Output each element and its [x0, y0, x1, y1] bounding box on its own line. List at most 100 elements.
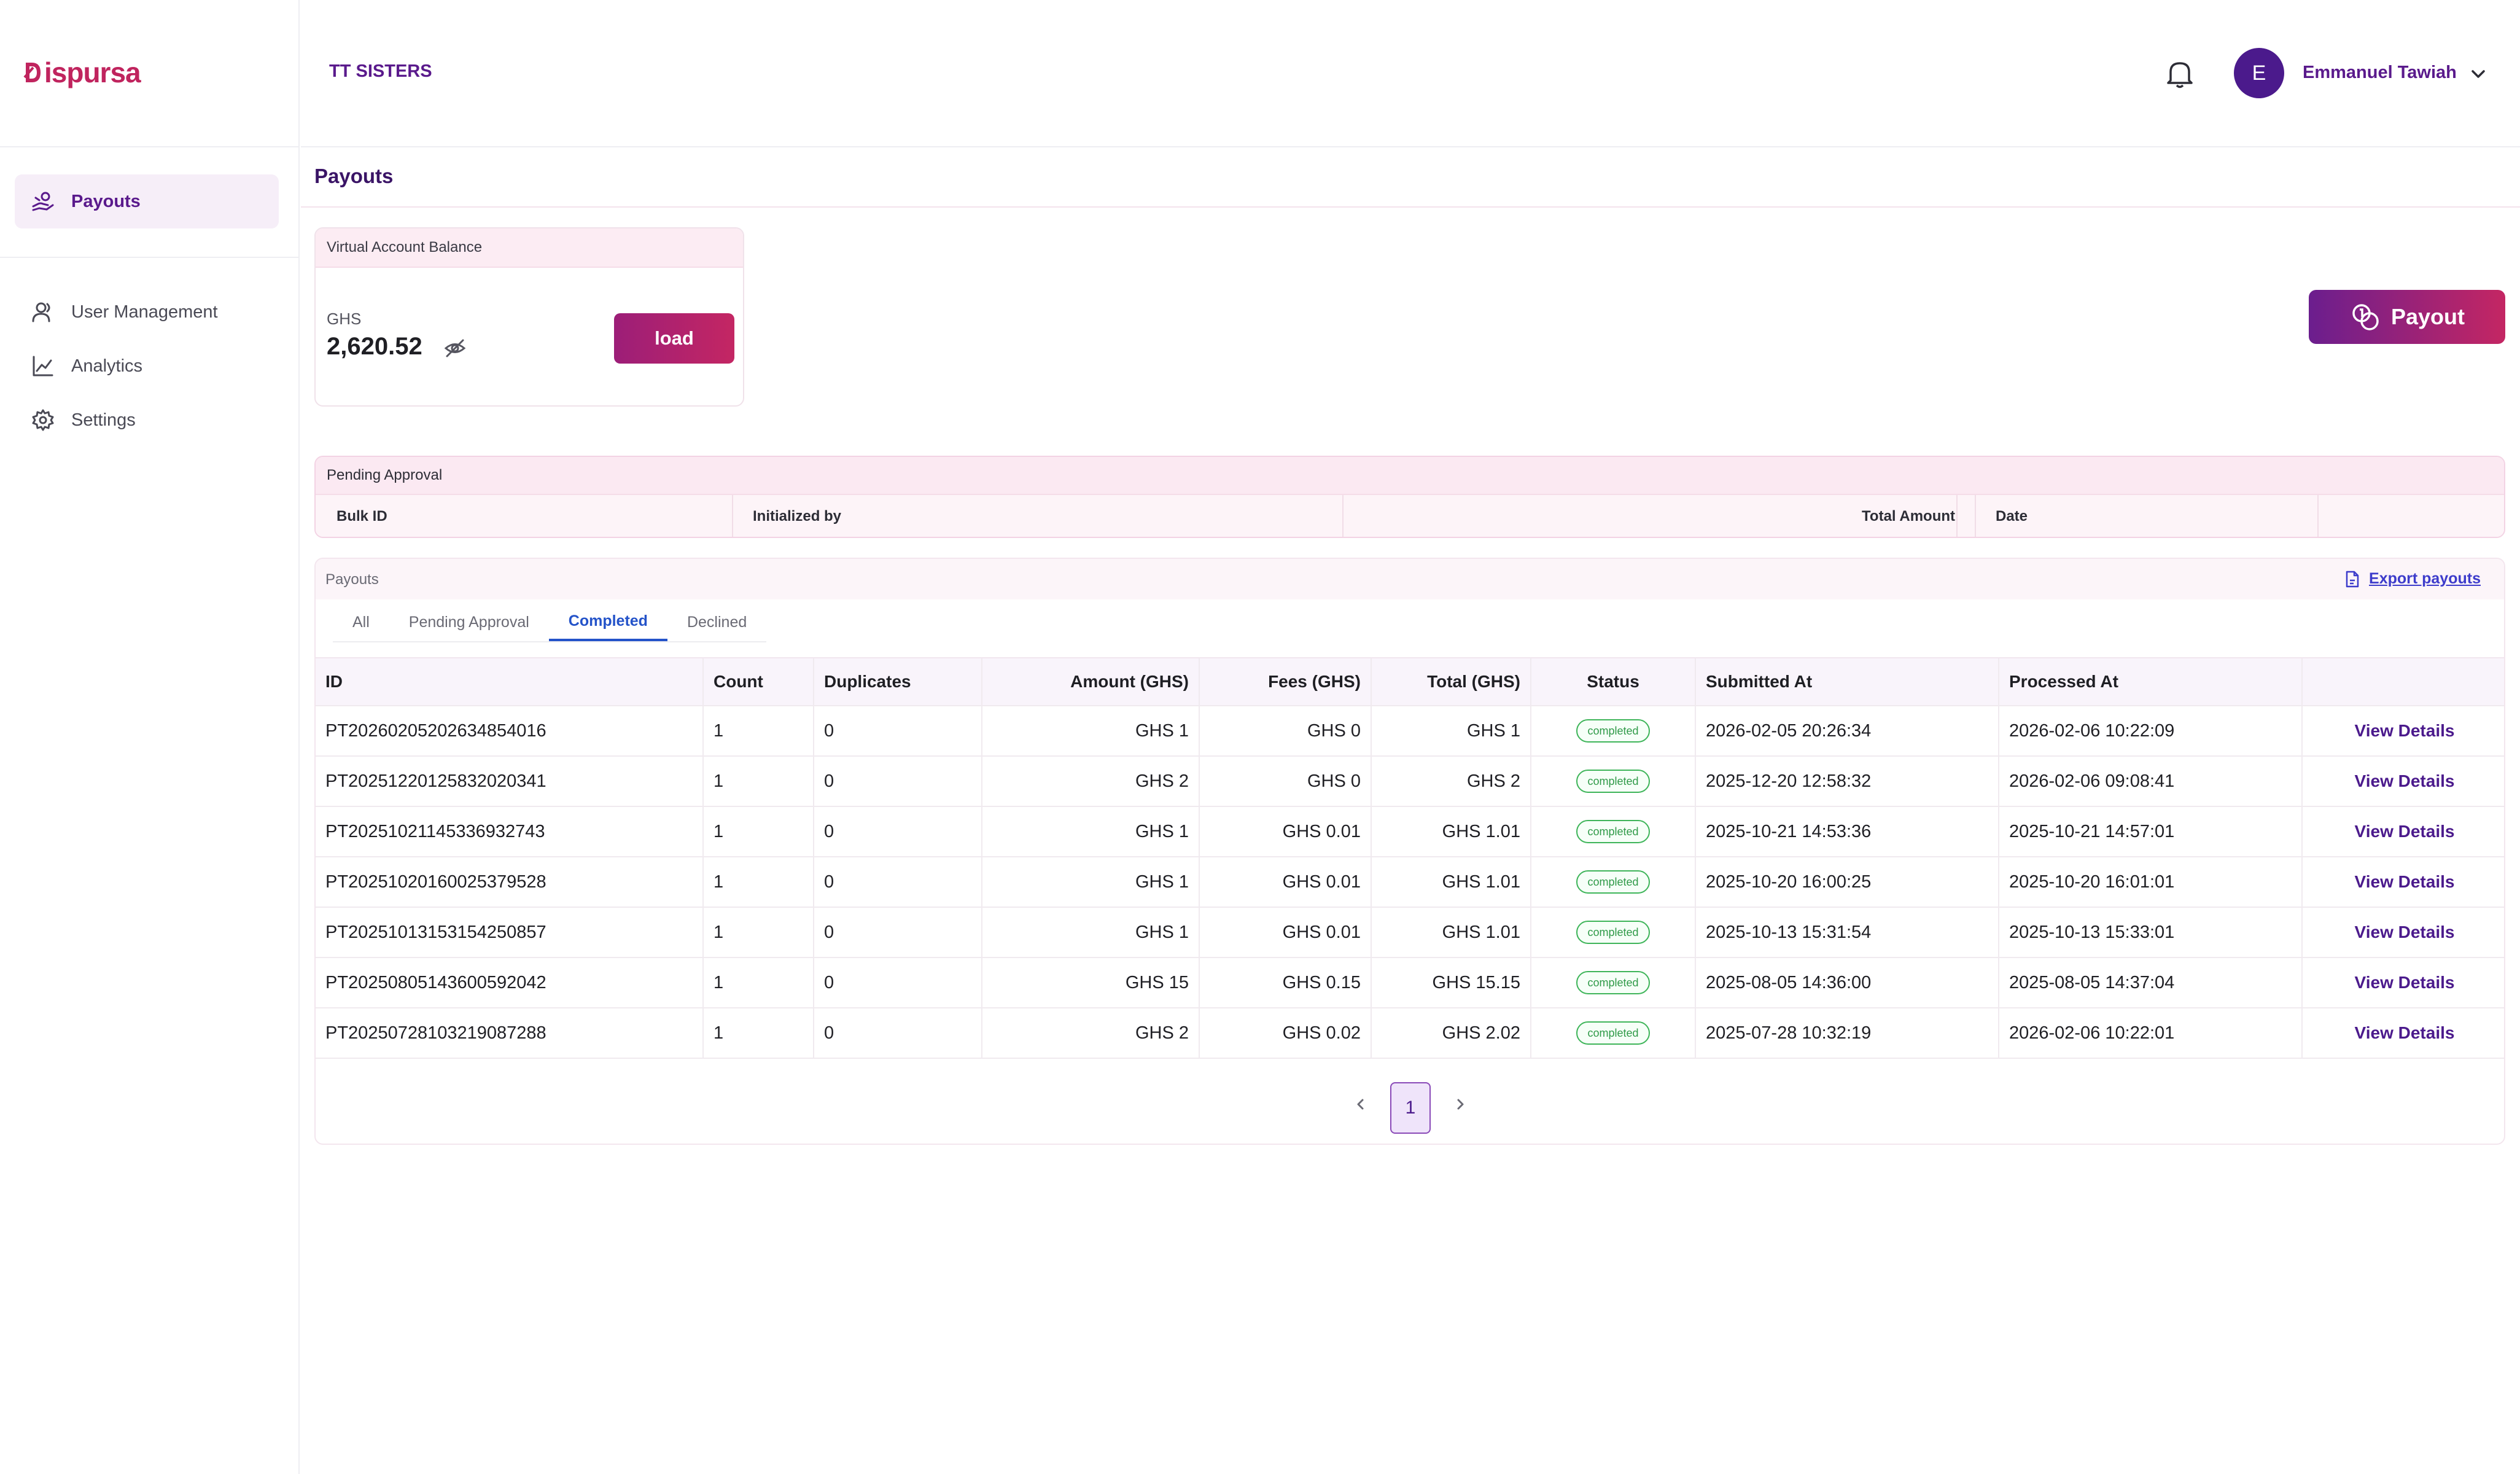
pending-col-date: Date [1976, 495, 2319, 537]
sidebar: ispursa Payouts User Management [0, 0, 300, 1474]
cell-fees: GHS 0.02 [1200, 1008, 1372, 1058]
cell-status: completed [1531, 857, 1696, 907]
sidebar-item-label: Payouts [71, 191, 141, 211]
col-processed-at: Processed At [1999, 658, 2303, 705]
user-icon [29, 298, 56, 326]
payout-button-label: Payout [2390, 304, 2465, 329]
sidebar-item-user-management[interactable]: User Management [15, 285, 279, 339]
cell-amount: GHS 15 [982, 958, 1200, 1007]
cell-status: completed [1531, 1008, 1696, 1058]
balance-currency: GHS [327, 310, 362, 328]
status-badge: completed [1576, 1021, 1650, 1045]
sidebar-divider [0, 146, 300, 147]
view-details-link[interactable]: View Details [2354, 1023, 2455, 1042]
payouts-table-card: Payouts Export payouts All Pending Appro… [314, 558, 2505, 1145]
cell-count: 1 [704, 706, 814, 755]
chevron-right-icon[interactable] [1449, 1093, 1471, 1115]
col-amount: Amount (GHS) [982, 658, 1200, 705]
view-details-link[interactable]: View Details [2354, 922, 2455, 942]
cell-submitted-at: 2025-12-20 12:58:32 [1696, 757, 1999, 806]
organization-name[interactable]: TT SISTERS [329, 61, 432, 81]
col-submitted-at: Submitted At [1696, 658, 1999, 705]
table-row[interactable]: PT20251020160025379528 1 0 GHS 1 GHS 0.01 GHS… [316, 857, 2504, 908]
cell-amount: GHS 1 [982, 706, 1200, 755]
status-badge: completed [1576, 719, 1650, 743]
pending-approval-header-row: Bulk ID Initialized by Total Amount Date [316, 495, 2504, 537]
table-row[interactable]: PT20251021145336932743 1 0 GHS 1 GHS 0.01 GHS… [316, 807, 2504, 857]
page-number-button[interactable]: 1 [1390, 1082, 1431, 1134]
tab-all[interactable]: All [352, 613, 370, 631]
cell-action[interactable]: View Details [2303, 706, 2504, 755]
cell-submitted-at: 2025-07-28 10:32:19 [1696, 1008, 1999, 1058]
pending-col-initialized-by: Initialized by [733, 495, 1344, 537]
avatar[interactable]: E [2234, 48, 2284, 98]
cell-id: PT20250805143600592042 [316, 958, 704, 1007]
view-details-link[interactable]: View Details [2354, 771, 2455, 790]
pagination: 1 [316, 1075, 2504, 1136]
col-status: Status [1531, 658, 1696, 705]
view-details-link[interactable]: View Details [2354, 973, 2455, 992]
view-details-link[interactable]: View Details [2354, 822, 2455, 841]
tab-declined[interactable]: Declined [686, 613, 747, 631]
cell-id: PT20251021145336932743 [316, 807, 704, 856]
payout-button[interactable]: Payout [2309, 290, 2505, 344]
sidebar-item-settings[interactable]: Settings [15, 393, 279, 447]
cell-action[interactable]: View Details [2303, 857, 2504, 907]
cell-amount: GHS 2 [982, 1008, 1200, 1058]
cell-action[interactable]: View Details [2303, 908, 2504, 957]
view-details-link[interactable]: View Details [2354, 872, 2455, 891]
status-badge: completed [1576, 820, 1650, 843]
cell-action[interactable]: View Details [2303, 1008, 2504, 1058]
cell-action[interactable]: View Details [2303, 807, 2504, 856]
status-badge: completed [1576, 770, 1650, 793]
table-row[interactable]: PT20251013153154250857 1 0 GHS 1 GHS 0.01 GHS… [316, 908, 2504, 958]
table-row[interactable]: PT20250728103219087288 1 0 GHS 2 GHS 0.02 GHS… [316, 1008, 2504, 1059]
cell-action[interactable]: View Details [2303, 958, 2504, 1007]
dispursa-logo[interactable]: ispursa [23, 54, 141, 91]
cell-processed-at: 2026-02-06 09:08:41 [1999, 757, 2303, 806]
payouts-card-title: Payouts [325, 571, 379, 588]
col-fees: Fees (GHS) [1200, 658, 1372, 705]
table-row[interactable]: PT20250805143600592042 1 0 GHS 15 GHS 0.15 GH… [316, 958, 2504, 1008]
analytics-chart-icon [29, 353, 56, 380]
cell-processed-at: 2025-10-13 15:33:01 [1999, 908, 2303, 957]
cell-total: GHS 2.02 [1372, 1008, 1531, 1058]
coins-icon [2352, 304, 2379, 330]
user-name[interactable]: Emmanuel Tawiah [2303, 63, 2457, 82]
export-payouts-link[interactable]: Export payouts [2344, 570, 2481, 588]
cell-fees: GHS 0.01 [1200, 857, 1372, 907]
cell-amount: GHS 2 [982, 757, 1200, 806]
page-title: Payouts [314, 165, 394, 187]
cell-fees: GHS 0.15 [1200, 958, 1372, 1007]
payout-hand-icon [29, 188, 56, 215]
title-divider [301, 206, 2520, 208]
cell-action[interactable]: View Details [2303, 757, 2504, 806]
col-duplicates: Duplicates [814, 658, 982, 705]
cell-amount: GHS 1 [982, 857, 1200, 907]
tab-pending-approval[interactable]: Pending Approval [408, 613, 529, 631]
bell-icon[interactable] [2163, 57, 2197, 91]
cell-duplicates: 0 [814, 857, 982, 907]
status-badge: completed [1576, 870, 1650, 894]
cell-status: completed [1531, 706, 1696, 755]
cell-status: completed [1531, 757, 1696, 806]
logo-text: ispursa [44, 57, 141, 88]
sidebar-item-payouts[interactable]: Payouts [15, 174, 279, 228]
tab-completed[interactable]: Completed [548, 603, 667, 641]
status-badge: completed [1576, 921, 1650, 944]
sidebar-item-label: User Management [71, 302, 218, 322]
pending-col-bulk-id: Bulk ID [316, 495, 733, 537]
cell-submitted-at: 2026-02-05 20:26:34 [1696, 706, 1999, 755]
chevron-left-icon[interactable] [1350, 1093, 1372, 1115]
view-details-link[interactable]: View Details [2354, 721, 2455, 740]
cell-processed-at: 2026-02-06 10:22:09 [1999, 706, 2303, 755]
sidebar-item-analytics[interactable]: Analytics [15, 339, 279, 393]
cell-id: PT20251013153154250857 [316, 908, 704, 957]
load-button[interactable]: load [614, 313, 734, 364]
chevron-down-icon[interactable] [2468, 64, 2488, 84]
cell-total: GHS 15.15 [1372, 958, 1531, 1007]
cell-status: completed [1531, 958, 1696, 1007]
eye-off-icon[interactable] [443, 337, 467, 360]
